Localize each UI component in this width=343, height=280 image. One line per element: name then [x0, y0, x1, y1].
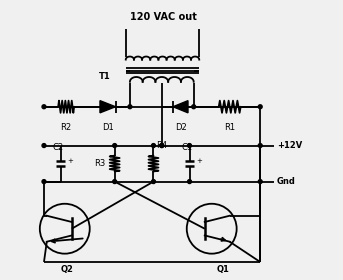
Circle shape — [188, 144, 191, 148]
Circle shape — [160, 144, 164, 148]
Circle shape — [192, 105, 196, 109]
Text: D1: D1 — [102, 123, 114, 132]
Circle shape — [258, 180, 262, 183]
Circle shape — [42, 144, 46, 148]
Text: D2: D2 — [175, 123, 186, 132]
Polygon shape — [173, 101, 188, 113]
Text: R4: R4 — [156, 141, 167, 150]
Circle shape — [113, 144, 117, 148]
Text: Q2: Q2 — [61, 265, 74, 274]
Circle shape — [42, 180, 46, 183]
Circle shape — [128, 105, 132, 109]
Text: +: + — [67, 158, 73, 164]
Circle shape — [152, 144, 155, 148]
Text: +12V: +12V — [277, 141, 302, 150]
Circle shape — [42, 105, 46, 109]
Text: C2: C2 — [52, 143, 63, 153]
Circle shape — [188, 180, 191, 183]
Text: T1: T1 — [99, 72, 110, 81]
Text: Q1: Q1 — [216, 265, 229, 274]
Polygon shape — [100, 101, 116, 113]
Circle shape — [113, 180, 117, 183]
Text: 120 VAC out: 120 VAC out — [130, 13, 197, 22]
Circle shape — [152, 180, 155, 183]
Circle shape — [160, 144, 164, 148]
Text: Gnd: Gnd — [277, 177, 296, 186]
Text: R1: R1 — [224, 123, 235, 132]
Text: +: + — [196, 158, 202, 164]
Circle shape — [258, 105, 262, 109]
Text: R2: R2 — [61, 123, 72, 132]
Text: R3: R3 — [94, 159, 105, 168]
Circle shape — [258, 144, 262, 148]
Text: C1: C1 — [181, 143, 192, 153]
